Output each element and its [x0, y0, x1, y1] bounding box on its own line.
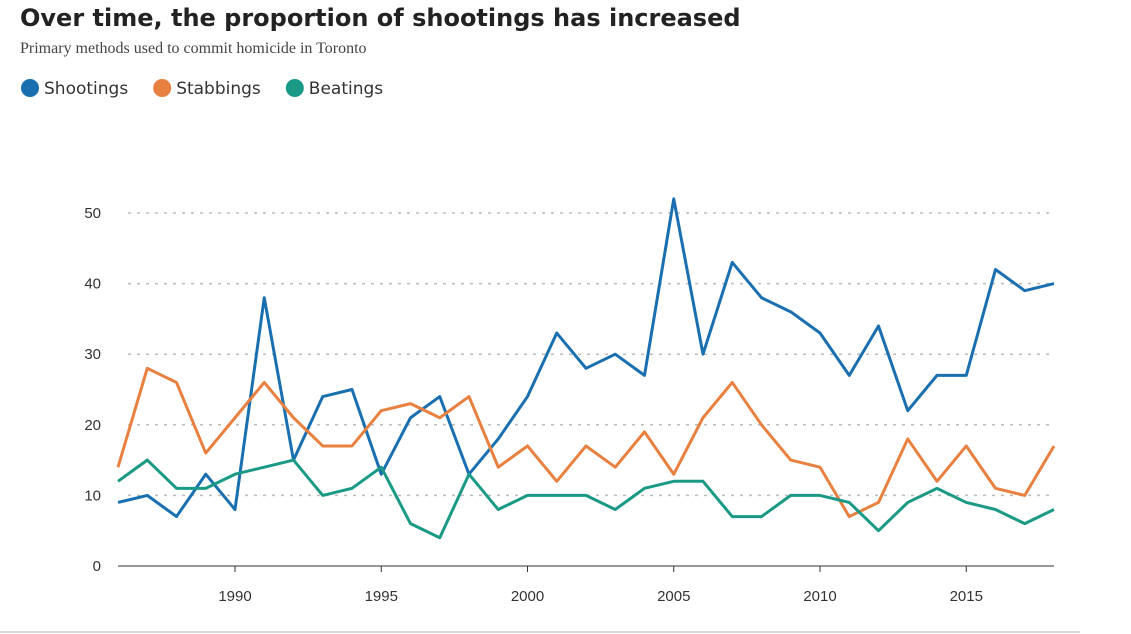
legend-swatch: [21, 79, 39, 97]
legend-label: Shootings: [44, 79, 128, 99]
legend-swatch: [153, 79, 172, 97]
y-tick-label: 0: [93, 558, 101, 575]
legend: Shootings Stabbings Beatings: [21, 79, 383, 99]
y-tick-label: 20: [84, 417, 101, 434]
legend-label: Beatings: [309, 79, 383, 99]
y-tick-label: 30: [84, 346, 101, 363]
x-tick-label: 2015: [950, 588, 983, 605]
chart-subtitle: Primary methods used to commit homicide …: [20, 40, 367, 57]
x-tick-label: 2005: [657, 588, 690, 605]
legend-swatch: [285, 79, 304, 97]
series-line: [117, 197, 1055, 519]
x-tick-label: 2000: [511, 588, 544, 605]
x-tick-label: 1995: [365, 588, 398, 605]
y-tick-label: 40: [84, 276, 101, 293]
y-tick-label: 50: [84, 205, 101, 222]
y-tick-label: 10: [84, 487, 101, 504]
x-tick-label: 2010: [803, 588, 836, 605]
legend-label: Stabbings: [176, 79, 261, 99]
x-tick-label: 1990: [218, 588, 251, 605]
series-line: [117, 458, 1055, 540]
chart-title: Over time, the proportion of shootings h…: [20, 4, 741, 32]
series-line: [116, 366, 1056, 519]
